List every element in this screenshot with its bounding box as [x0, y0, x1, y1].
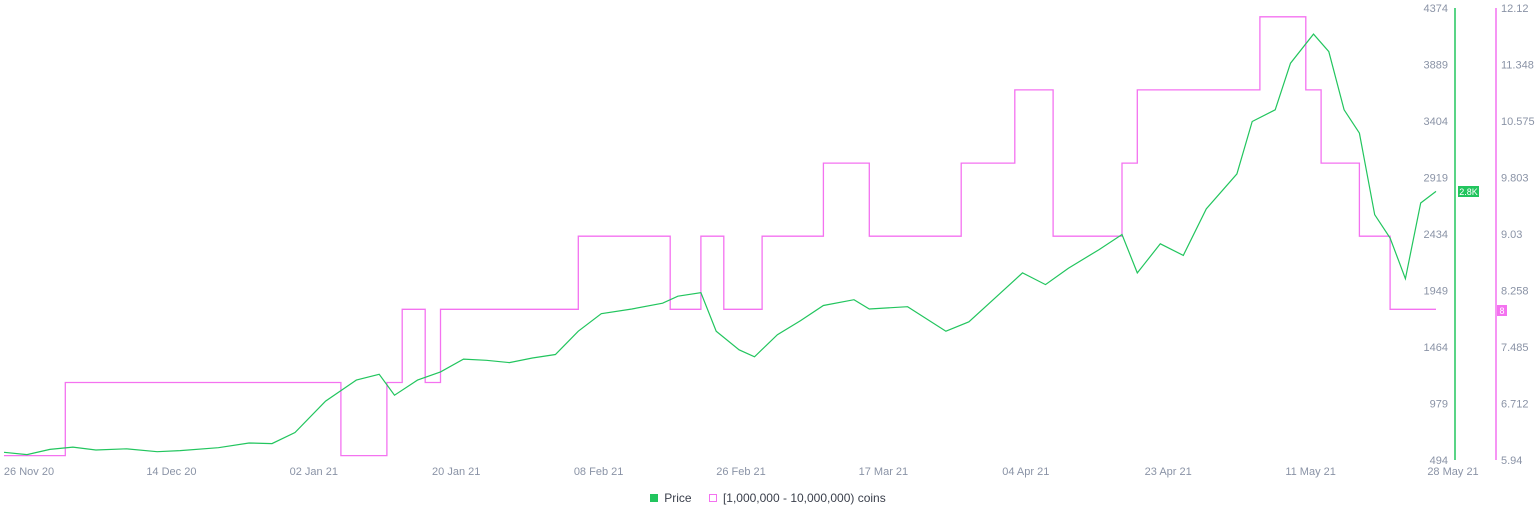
- y-right-tick-label: 5.94: [1501, 455, 1522, 467]
- price-current-badge: 2.8K: [1458, 186, 1479, 197]
- series-coins-line: [4, 16, 1436, 457]
- legend-swatch-coins: [708, 494, 717, 502]
- x-tick-label: 04 Apr 21: [1002, 466, 1049, 478]
- y-left-tick-label: 979: [1430, 399, 1448, 411]
- coins-current-badge: 8: [1497, 305, 1507, 316]
- legend-item-price[interactable]: Price: [650, 491, 692, 505]
- x-tick-label: 26 Nov 20: [4, 466, 54, 478]
- x-tick-label: 08 Feb 21: [574, 466, 624, 478]
- y-left-tick-label: 1464: [1424, 342, 1448, 354]
- y-right-tick-label: 9.03: [1501, 229, 1522, 241]
- left-axis-ticks: 4374 3889 3404 2919 2434 1949 1464 979 494: [1424, 3, 1448, 467]
- x-tick-label: 02 Jan 21: [290, 466, 338, 478]
- x-tick-label: 11 May 21: [1285, 466, 1336, 478]
- y-right-tick-label: 7.485: [1501, 342, 1529, 354]
- y-left-tick-label: 3404: [1424, 116, 1448, 128]
- y-left-tick-label: 494: [1430, 455, 1448, 467]
- x-tick-label: 28 May 21: [1427, 466, 1478, 478]
- y-right-tick-label: 6.712: [1501, 399, 1529, 411]
- legend: Price [1,000,000 - 10,000,000) coins: [0, 491, 1536, 505]
- x-tick-label: 17 Mar 21: [859, 466, 909, 478]
- y-left-tick-label: 4374: [1424, 3, 1448, 15]
- price-current-label: 2.8K: [1459, 187, 1478, 197]
- legend-swatch-price: [650, 494, 659, 502]
- y-right-tick-label: 8.258: [1501, 286, 1529, 298]
- y-left-tick-label: 3889: [1424, 60, 1448, 72]
- legend-item-coins[interactable]: [1,000,000 - 10,000,000) coins: [708, 491, 886, 505]
- y-right-tick-label: 9.803: [1501, 173, 1529, 185]
- x-axis-ticks: 26 Nov 20 14 Dec 20 02 Jan 21 20 Jan 21 08 F…: [4, 466, 1479, 478]
- legend-label-coins: [1,000,000 - 10,000,000) coins: [722, 491, 886, 505]
- y-right-tick-label: 11.348: [1501, 60, 1534, 72]
- x-tick-label: 14 Dec 20: [146, 466, 196, 478]
- y-right-tick-label: 12.12: [1501, 3, 1529, 15]
- series-price-line: [3, 33, 1437, 456]
- coins-current-label: 8: [1499, 306, 1504, 316]
- y-left-tick-label: 1949: [1424, 286, 1448, 298]
- x-tick-label: 23 Apr 21: [1145, 466, 1192, 478]
- right-axis-ticks: 12.12 11.348 10.575 9.803 9.03 8.258 7.485 6.71…: [1501, 3, 1535, 467]
- y-left-tick-label: 2434: [1424, 229, 1448, 241]
- x-tick-label: 20 Jan 21: [432, 466, 480, 478]
- legend-label-price: Price: [664, 491, 692, 505]
- y-left-tick-label: 2919: [1424, 173, 1448, 185]
- y-right-tick-label: 10.575: [1501, 116, 1535, 128]
- x-tick-label: 26 Feb 21: [716, 466, 766, 478]
